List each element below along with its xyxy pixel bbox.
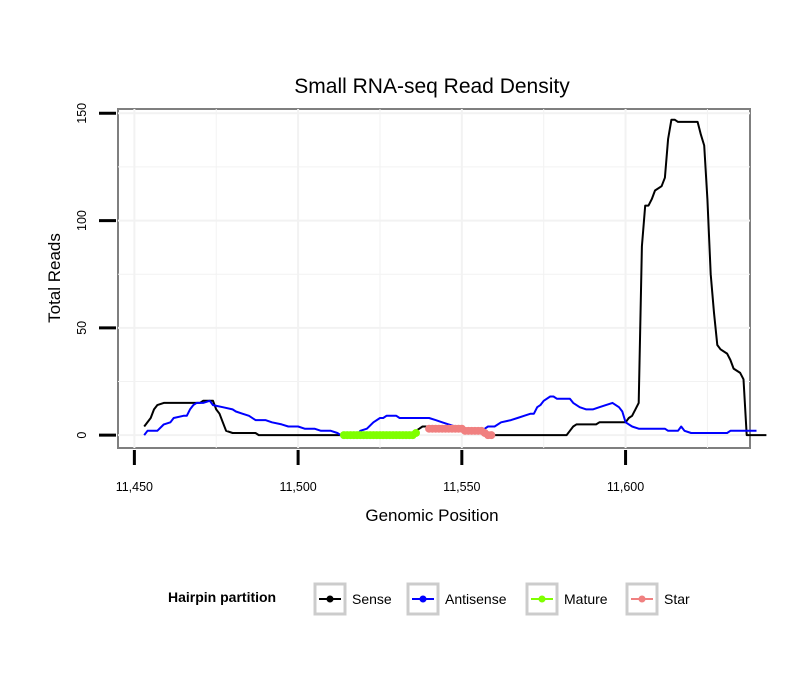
x-tick-label: 11,550 — [443, 480, 480, 494]
legend-title: Hairpin partition — [168, 589, 276, 605]
legend-key-point — [419, 595, 427, 603]
legend-label: Sense — [352, 591, 392, 607]
legend: Hairpin partition Sense Antisense Mature St… — [168, 582, 690, 616]
series-sense — [143, 118, 767, 437]
antisense-line — [143, 395, 757, 437]
series-antisense — [143, 395, 757, 437]
x-tick-label: 11,450 — [116, 480, 153, 494]
series-group — [143, 118, 767, 440]
series-star — [425, 424, 496, 440]
y-tick-label: 100 — [75, 210, 89, 231]
chart-title: Small RNA-seq Read Density — [294, 75, 570, 98]
series-mature — [339, 428, 420, 440]
y-tick-label: 50 — [75, 321, 89, 335]
plot-panel — [117, 108, 751, 449]
x-tick-label: 11,600 — [607, 480, 644, 494]
legend-label: Mature — [564, 591, 608, 607]
x-axis-title: Genomic Position — [365, 506, 498, 525]
legend-item-star: Star — [625, 582, 690, 616]
legend-key-point — [538, 595, 546, 603]
legend-label: Star — [664, 591, 690, 607]
x-tick-label: 11,500 — [279, 480, 316, 494]
y-tick-label: 0 — [75, 432, 89, 439]
legend-item-sense: Sense — [313, 582, 392, 616]
legend-key-point — [326, 595, 334, 603]
legend-item-antisense: Antisense — [406, 582, 507, 616]
axes: 11,450 11,500 11,550 11,600 0 50 100 150 — [75, 103, 644, 494]
legend-label: Antisense — [445, 591, 507, 607]
y-axis-title: Total Reads — [45, 233, 64, 323]
legend-item-mature: Mature — [525, 582, 608, 616]
mature-point — [411, 428, 420, 437]
y-tick-label: 150 — [75, 103, 89, 124]
sense-line — [143, 118, 767, 437]
star-point — [487, 431, 496, 440]
legend-key-point — [638, 595, 646, 603]
